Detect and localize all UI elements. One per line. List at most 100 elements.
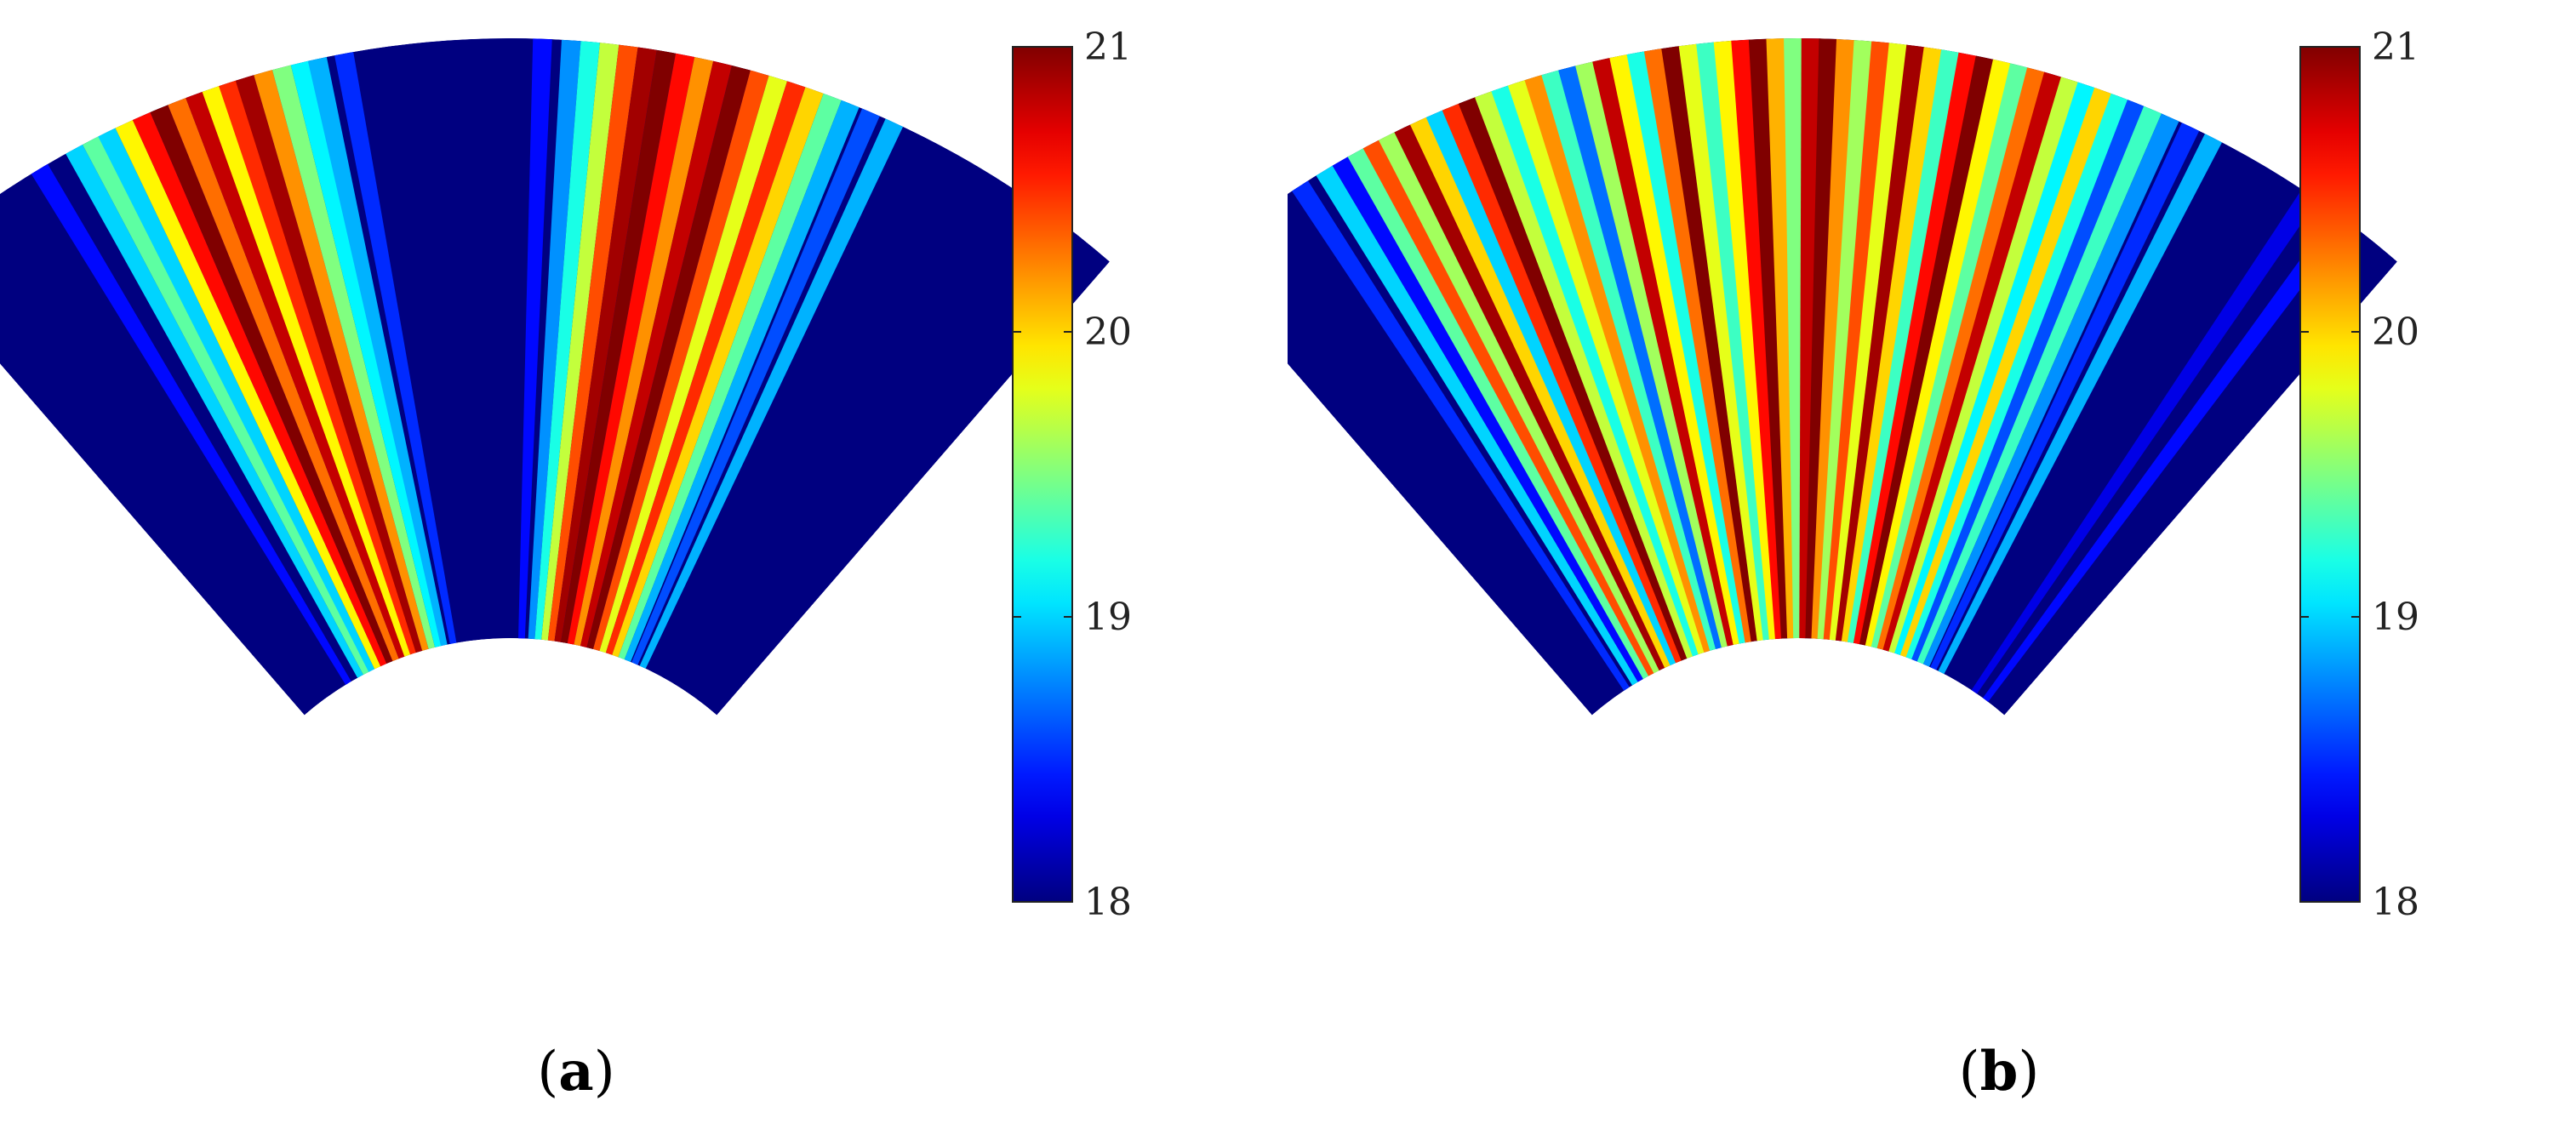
heatmap-cell	[0, 231, 317, 716]
colorbar-gradient	[1012, 46, 1073, 903]
heatmap-ray	[1861, 43, 2016, 664]
colorbar-tick-label: 19	[1084, 596, 1132, 639]
heatmap-ray	[1911, 90, 2168, 680]
heatmap-ray	[1783, 38, 1803, 656]
heatmap-ray	[1888, 66, 2102, 672]
heatmap-ray	[1623, 38, 1749, 661]
heatmap-ray	[1452, 81, 1694, 677]
heatmap-ray	[1606, 38, 1744, 662]
heatmap-ray	[588, 54, 774, 668]
heatmap-ray	[1659, 38, 1760, 659]
heatmap-ray	[545, 38, 641, 659]
heatmap-ray	[1850, 38, 1981, 661]
heatmap-ray	[1804, 38, 1839, 656]
heatmap-ray	[107, 104, 388, 685]
heatmap-ray	[557, 38, 679, 660]
heatmap-ray	[267, 48, 439, 666]
heatmap-ray	[230, 59, 427, 670]
heatmap-ray	[1711, 38, 1777, 657]
heatmap-ray	[125, 96, 394, 682]
heatmap-ray	[1799, 38, 1821, 656]
heatmap-ray	[304, 40, 451, 663]
heatmap-cell	[691, 204, 1074, 705]
heatmap-b-svg: 18 19 20 21	[1288, 26, 2419, 924]
heatmap-ray	[143, 88, 399, 680]
heatmap-ray	[286, 43, 446, 664]
heatmap-ray	[331, 38, 460, 661]
heatmap-cell	[417, 39, 495, 640]
colorbar-a: 18 19 20 21	[1012, 26, 1132, 924]
heatmap-ray	[1747, 38, 1789, 656]
heatmap-ray	[1419, 94, 1683, 682]
colorbar-tick-label: 20	[2372, 311, 2419, 354]
colorbar-tick-label: 21	[1084, 26, 1132, 69]
heatmap-ray	[1553, 48, 1727, 666]
heatmap-ray	[1916, 98, 2186, 682]
panel-a: 18 19 20 21 (a)	[0, 26, 1132, 1104]
heatmap-ray	[57, 129, 372, 693]
heatmap-cell	[371, 43, 479, 642]
colorbar-tick-label: 21	[2372, 26, 2419, 69]
heatmap-ray	[1370, 116, 1668, 688]
heatmap-ray	[1930, 118, 2230, 689]
colorbar-gradient	[2299, 46, 2361, 903]
heatmap-ray	[1816, 38, 1875, 657]
heatmap-cell	[1288, 204, 1618, 705]
heatmap-ray	[606, 71, 830, 674]
panel-label-b: (b)	[1958, 1040, 2040, 1104]
heatmap-cell	[1951, 154, 2285, 687]
heatmap-ray	[180, 75, 411, 675]
colorbar-tick-label: 18	[1084, 881, 1132, 924]
heatmap-ray	[1883, 60, 2085, 670]
heatmap-ray	[625, 93, 887, 681]
heatmap-ray	[1899, 77, 2135, 676]
heatmap-ray	[1502, 63, 1710, 671]
heatmap-ray	[618, 84, 866, 678]
colorbar-tick-label: 18	[2372, 881, 2419, 924]
heatmap-ray	[1878, 55, 2068, 668]
heatmap-ray	[1323, 141, 1653, 697]
heatmap-ray	[248, 53, 433, 668]
colorbar-b: 18 19 20 21	[2299, 26, 2419, 924]
heatmap-ray	[1519, 58, 1716, 670]
colorbar-tick-label: 19	[2372, 596, 2419, 639]
heatmap-cell	[664, 154, 997, 687]
heatmap-ray	[517, 38, 553, 656]
heatmap-ray	[1905, 83, 2152, 678]
heatmap-ray	[1386, 108, 1673, 686]
panel-b: 18 19 20 21 (b)	[1288, 0, 2575, 1135]
heatmap-ray	[1588, 41, 1738, 663]
heatmap-ray	[527, 38, 583, 657]
heatmap-cell	[649, 133, 957, 679]
heatmap-ray	[1855, 38, 1999, 663]
heatmap-ray	[600, 65, 811, 671]
heatmap-ray	[1676, 38, 1766, 658]
heatmap-ray	[1973, 198, 2361, 716]
heatmap-ray	[1962, 174, 2328, 708]
heatmap-ray	[612, 77, 848, 676]
heatmap-cell	[1288, 231, 1605, 716]
heatmap-ray	[1306, 151, 1647, 700]
heatmap-ray	[1468, 74, 1699, 675]
panel-label-a: (a)	[537, 1040, 615, 1104]
heatmap-ray	[594, 59, 793, 670]
heatmap-ray	[1872, 50, 2051, 667]
heatmap-ray	[1810, 38, 1857, 656]
heatmap-ray	[1867, 46, 2034, 665]
heatmap-ray	[1339, 132, 1658, 694]
heatmap-a-svg: 18 19 20 21	[0, 26, 1132, 924]
heatmap-ray	[1839, 38, 1946, 659]
heatmap-ray	[22, 149, 360, 699]
heatmap-ray	[551, 38, 660, 659]
heatmap-ray	[74, 120, 377, 690]
heatmap-ray	[1402, 100, 1678, 684]
heatmap-ray	[1694, 38, 1772, 658]
heatmap-ray	[1844, 38, 1963, 660]
heatmap-ray	[1288, 166, 1639, 705]
heatmap-ray	[564, 38, 699, 662]
heatmap-ray	[1827, 38, 1911, 658]
heatmap-cell	[1937, 133, 2245, 679]
heatmap-ray	[161, 82, 405, 677]
sector-b	[1288, 38, 2397, 716]
heatmap-cell	[464, 38, 511, 639]
